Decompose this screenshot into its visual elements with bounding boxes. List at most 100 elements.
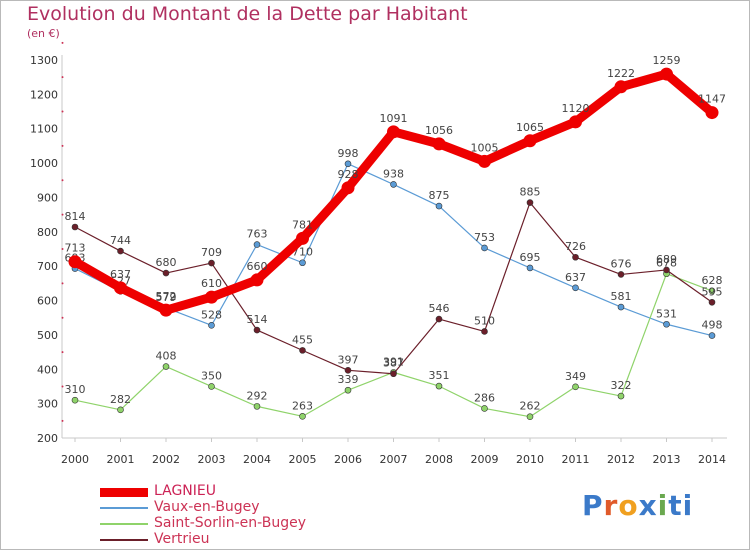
x-tick-label: 2001 — [107, 453, 135, 466]
y-tick-label: 200 — [37, 432, 58, 445]
data-label: 262 — [520, 400, 541, 413]
data-point — [663, 266, 670, 274]
data-label: 1091 — [380, 112, 408, 125]
y-minor-tick — [61, 144, 64, 147]
legend-label: Vaux-en-Bugey — [154, 499, 260, 515]
data-label: 581 — [611, 290, 632, 303]
data-label: 1056 — [425, 124, 453, 137]
data-label: 408 — [156, 350, 177, 363]
data-label: 938 — [383, 167, 404, 180]
legend-label: LAGNIEU — [154, 483, 216, 499]
data-label: 339 — [338, 373, 359, 386]
data-point — [114, 281, 127, 295]
data-point — [708, 332, 716, 339]
y-minor-tick — [61, 351, 64, 354]
data-label: 637 — [565, 271, 586, 284]
data-point — [390, 181, 397, 188]
data-point — [344, 386, 352, 394]
data-point — [572, 383, 579, 391]
data-point — [205, 290, 218, 304]
y-tick-label: 1200 — [30, 88, 58, 101]
data-point — [660, 67, 673, 81]
data-point — [708, 298, 716, 306]
data-label: 875 — [429, 189, 450, 202]
data-point — [253, 241, 261, 248]
data-label: 579 — [156, 291, 177, 304]
data-point — [250, 273, 264, 287]
x-tick-label: 2000 — [61, 453, 89, 466]
legend-swatch — [100, 539, 148, 541]
data-label: 1147 — [698, 93, 726, 106]
data-point — [68, 255, 82, 269]
data-label: 282 — [110, 393, 131, 406]
data-point — [708, 287, 716, 295]
data-point — [117, 406, 124, 414]
data-label: 1222 — [607, 67, 635, 80]
data-label: 763 — [247, 228, 268, 241]
y-minor-tick — [61, 419, 64, 422]
y-tick-label: 1300 — [30, 54, 58, 67]
data-point — [208, 321, 215, 329]
data-point — [117, 247, 124, 255]
data-label: 744 — [110, 234, 131, 247]
legend-label: Saint-Sorlin-en-Bugey — [154, 515, 306, 531]
data-point — [481, 328, 488, 335]
data-label: 391 — [383, 355, 404, 368]
y-minor-tick — [61, 316, 64, 319]
x-tick-label: 2008 — [425, 453, 453, 466]
data-point — [617, 392, 625, 400]
data-point — [253, 403, 261, 410]
data-point — [299, 413, 306, 420]
data-point — [526, 264, 534, 272]
data-label: 1005 — [471, 141, 499, 154]
data-point — [71, 223, 79, 231]
legend-label: Vertrieu — [154, 531, 210, 547]
data-label: 455 — [292, 333, 313, 346]
data-label: 998 — [338, 147, 359, 160]
data-point — [617, 271, 625, 278]
y-tick-label: 500 — [37, 329, 58, 342]
data-label: 531 — [656, 307, 677, 320]
data-point — [435, 315, 443, 323]
data-label: 676 — [611, 257, 632, 270]
y-minor-tick — [61, 282, 64, 285]
data-point — [344, 367, 352, 374]
x-tick-label: 2005 — [289, 453, 317, 466]
data-point — [614, 80, 628, 94]
data-point — [705, 106, 719, 120]
data-label: 885 — [520, 186, 541, 199]
data-label: 387 — [383, 357, 404, 370]
y-minor-tick — [61, 248, 64, 250]
y-minor-tick — [61, 110, 64, 113]
y-minor-tick — [61, 213, 64, 216]
data-point — [344, 160, 352, 168]
data-label: 351 — [429, 369, 450, 382]
data-point — [162, 269, 170, 277]
data-point — [572, 284, 579, 292]
data-point — [481, 405, 488, 412]
data-label: 695 — [520, 251, 541, 264]
data-point — [390, 370, 397, 378]
data-label: 572 — [156, 290, 177, 303]
chart-unit-label: (en €) — [27, 27, 60, 40]
x-tick-label: 2003 — [198, 453, 226, 466]
data-label: 660 — [247, 260, 268, 273]
y-tick-label: 400 — [37, 363, 58, 376]
x-tick-label: 2007 — [380, 453, 408, 466]
data-label: 814 — [65, 210, 86, 223]
chart-title: Evolution du Montant de la Dette par Hab… — [27, 3, 468, 25]
data-label: 709 — [201, 246, 222, 259]
data-point — [341, 181, 355, 195]
y-tick-label: 300 — [37, 398, 58, 411]
data-point — [253, 326, 261, 334]
y-minor-tick — [61, 41, 64, 44]
data-point — [478, 154, 491, 168]
y-minor-tick — [61, 385, 64, 388]
y-tick-label: 700 — [37, 260, 58, 273]
data-point — [526, 199, 534, 206]
data-point — [299, 347, 306, 354]
data-label: 286 — [474, 391, 495, 404]
y-minor-tick — [61, 179, 64, 182]
data-label: 1120 — [562, 102, 590, 115]
